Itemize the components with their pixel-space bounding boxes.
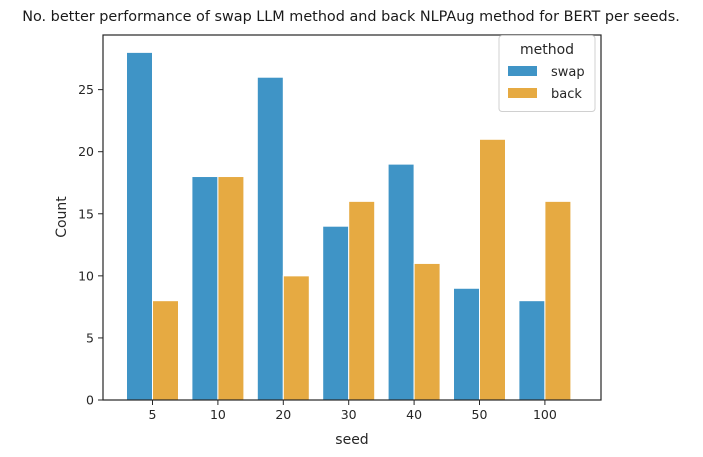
x-axis-ticks: 5 10 20 30 40 50 100	[149, 400, 557, 422]
bar-back-10	[217, 176, 245, 401]
bar-swap-50	[453, 287, 480, 401]
x-tick-label: 50	[472, 407, 488, 422]
x-axis-label: seed	[335, 432, 368, 448]
legend-swatch-swap	[508, 66, 537, 76]
x-tick-label: 10	[210, 407, 226, 422]
bar-swap-5	[126, 51, 153, 401]
bar-back-50	[479, 138, 506, 401]
y-tick-label: 10	[78, 268, 94, 283]
y-axis-label: Count	[54, 196, 70, 238]
bar-swap-30	[322, 225, 350, 401]
legend: method swap back	[498, 35, 596, 112]
y-tick-label: 5	[86, 330, 94, 345]
legend-label-back: back	[551, 87, 582, 102]
chart-title: No. better performance of swap LLM metho…	[22, 9, 680, 25]
x-tick-label: 30	[341, 407, 357, 422]
y-axis-ticks: 0 5 10 15 20 25	[78, 82, 103, 408]
plot-area	[126, 51, 572, 401]
legend-title: method	[520, 42, 574, 58]
bar-back-20	[282, 275, 310, 401]
bar-back-30	[348, 200, 376, 401]
bar-swap-100	[518, 300, 546, 401]
bar-swap-10	[191, 176, 219, 401]
y-tick-label: 20	[78, 144, 94, 159]
x-tick-label: 100	[533, 407, 557, 422]
bar-back-5	[152, 300, 179, 401]
bar-back-40	[413, 262, 441, 401]
legend-swatch-back	[508, 88, 537, 98]
bar-back-100	[544, 200, 572, 401]
x-tick-label: 20	[275, 407, 291, 422]
x-tick-label: 5	[149, 407, 157, 422]
y-tick-label: 0	[86, 393, 94, 408]
legend-label-swap: swap	[551, 65, 585, 80]
y-tick-label: 15	[78, 206, 94, 221]
bar-swap-40	[387, 163, 415, 401]
x-tick-label: 40	[406, 407, 422, 422]
plot-frame	[102, 34, 602, 401]
y-tick-label: 25	[78, 82, 94, 97]
bar-swap-20	[256, 76, 284, 401]
